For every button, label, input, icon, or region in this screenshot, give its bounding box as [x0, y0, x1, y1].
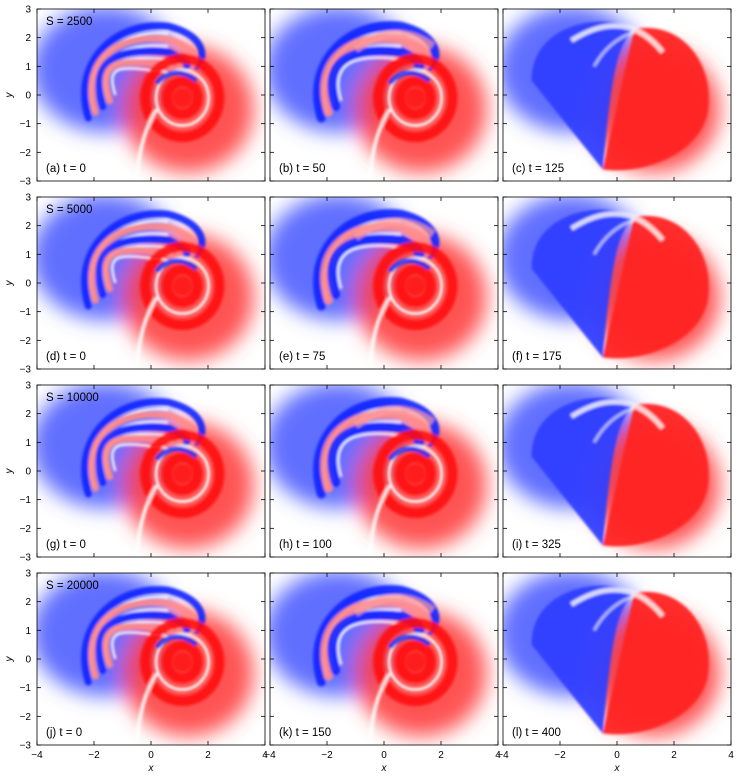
y-tick-label: 2: [25, 597, 31, 608]
x-axis-label: x: [614, 763, 621, 774]
x-tick-label: −2: [88, 750, 100, 761]
panel-b-t-50: (b) t = 50: [269, 8, 499, 182]
panel-f-t-175: (f) t = 175: [502, 196, 732, 370]
s-label: S = 10000: [46, 392, 99, 404]
x-tick-label: 4: [262, 750, 268, 761]
y-tick-label: 0: [25, 91, 31, 102]
field-image: [37, 9, 265, 181]
panel-label: (h) t = 100: [279, 539, 332, 551]
y-tick-label: 0: [25, 467, 31, 478]
x-tick-label: 2: [438, 750, 444, 761]
x-tick-label: 0: [148, 750, 154, 761]
y-tick-label: 1: [25, 62, 31, 73]
x-axis-label: x: [381, 763, 388, 774]
field-image: [37, 573, 265, 745]
x-tick-label: −4: [497, 750, 509, 761]
field-image: [270, 385, 498, 557]
y-tick-label: −1: [20, 495, 32, 506]
y-tick-label: 3: [25, 5, 31, 16]
x-axis-label: x: [148, 763, 155, 774]
field-image: [270, 9, 498, 181]
field-image: [270, 197, 498, 369]
s-label: S = 5000: [46, 204, 92, 216]
y-tick-label: 2: [25, 33, 31, 44]
y-axis-label: y: [4, 468, 15, 475]
y-axis-label: y: [4, 656, 15, 663]
panel-label: (e) t = 75: [279, 351, 325, 363]
panel-label: (d) t = 0: [46, 351, 86, 363]
field-image: [37, 385, 265, 557]
panel-label: (a) t = 0: [46, 163, 86, 175]
panel-d-t-0: −3 −2 −1 0 1 2 3 y (d) t = 0 S = 5000: [4, 193, 266, 376]
panel-h-t-100: (h) t = 100: [269, 384, 499, 558]
panel-i-t-325: (i) t = 325: [502, 384, 732, 558]
x-tick-label: −2: [554, 750, 566, 761]
y-tick-label: −3: [20, 365, 32, 376]
y-tick-label: 1: [25, 438, 31, 449]
y-tick-label: 0: [25, 655, 31, 666]
y-tick-label: −2: [20, 148, 32, 159]
y-tick-label: 3: [25, 193, 31, 204]
y-tick-label: −3: [20, 177, 32, 188]
x-tick-label: −4: [31, 750, 43, 761]
y-tick-label: 2: [25, 221, 31, 232]
x-tick-label: 4: [728, 750, 734, 761]
panel-c-t-125: (c) t = 125: [502, 8, 732, 182]
y-tick-label: −2: [20, 712, 32, 723]
panel-e-t-75: (e) t = 75: [269, 196, 499, 370]
panel-g-t-0: −3 −2 −1 0 1 2 3 y (g) t = 0 S = 10000: [4, 381, 266, 564]
x-tick-label: 2: [671, 750, 677, 761]
x-tick-label: 0: [381, 750, 387, 761]
panel-k-t-150: −4 −2 0 2 4 x (k) t = 150: [264, 572, 501, 774]
y-tick-label: −1: [20, 307, 32, 318]
field-image: [503, 9, 731, 181]
panel-label: (l) t = 400: [512, 727, 561, 739]
panel-label: (j) t = 0: [46, 727, 82, 739]
s-label: S = 2500: [46, 16, 92, 28]
panel-label: (b) t = 50: [279, 163, 325, 175]
panels-group: −3 −2 −1 0 1 2 3 y (a) t = 0 S = 2500 (b) t = 50 (c…: [4, 5, 734, 775]
x-tick-label: 4: [495, 750, 501, 761]
panel-a-t-0: −3 −2 −1 0 1 2 3 y (a) t = 0 S = 2500: [4, 5, 266, 188]
y-tick-label: −2: [20, 524, 32, 535]
panel-j-t-0: −3 −2 −1 0 1 2 3 y −4 −2 0 2 4 x (j) t = 0 S = 20000: [4, 569, 268, 775]
y-tick-label: 3: [25, 569, 31, 580]
field-image: [37, 197, 265, 369]
x-tick-label: −2: [321, 750, 333, 761]
y-tick-label: 0: [25, 279, 31, 290]
x-tick-label: 0: [614, 750, 620, 761]
y-tick-label: 2: [25, 409, 31, 420]
y-tick-label: −1: [20, 119, 32, 130]
y-tick-label: −3: [20, 553, 32, 564]
panel-label: (c) t = 125: [512, 163, 564, 175]
panel-label: (g) t = 0: [46, 539, 86, 551]
field-image: [270, 573, 498, 745]
panel-l-t-400: −4 −2 0 2 4 x (l) t = 400: [497, 572, 734, 774]
panel-label: (f) t = 175: [512, 351, 562, 363]
y-tick-label: −1: [20, 683, 32, 694]
y-tick-label: −2: [20, 336, 32, 347]
x-tick-label: −4: [264, 750, 276, 761]
y-tick-label: 1: [25, 626, 31, 637]
y-tick-label: −3: [20, 741, 32, 752]
y-axis-label: y: [4, 92, 15, 99]
field-image: [503, 197, 731, 369]
panel-label: (i) t = 325: [512, 539, 561, 551]
y-axis-label: y: [4, 280, 15, 287]
field-image: [503, 385, 731, 557]
field-image: [503, 573, 731, 745]
s-label: S = 20000: [46, 580, 99, 592]
panel-label: (k) t = 150: [279, 727, 331, 739]
y-tick-label: 1: [25, 250, 31, 261]
y-tick-label: 3: [25, 381, 31, 392]
x-tick-label: 2: [205, 750, 211, 761]
